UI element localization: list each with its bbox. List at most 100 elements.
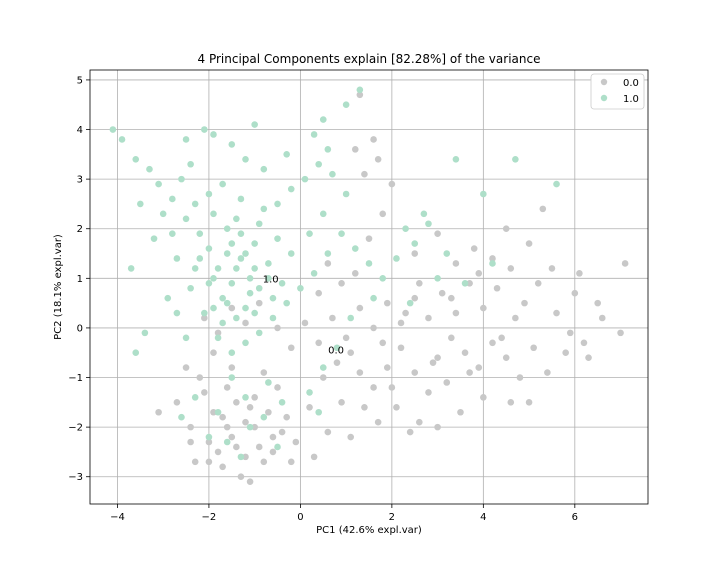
data-point-series-0 [516, 374, 524, 381]
data-point-series-0 [411, 250, 419, 257]
data-point-series-1 [251, 265, 258, 272]
data-point-series-1 [402, 225, 409, 233]
data-point-series-1 [237, 255, 245, 262]
data-point-series-1 [214, 334, 222, 342]
data-point-series-0 [525, 240, 533, 247]
y-tick-label: 0 [77, 323, 83, 334]
data-point-series-0 [480, 304, 487, 312]
data-point-series-1 [205, 433, 213, 441]
data-point-series-0 [448, 334, 455, 342]
data-point-series-1 [315, 160, 322, 168]
data-point-series-0 [530, 344, 537, 352]
legend-marker-1 [600, 94, 608, 102]
data-point-series-1 [255, 220, 263, 228]
data-point-series-0 [580, 339, 588, 347]
data-point-series-1 [173, 309, 181, 317]
data-point-series-1 [127, 265, 135, 272]
data-point-series-0 [287, 344, 295, 352]
data-point-series-0 [324, 428, 332, 436]
data-point-series-0 [411, 294, 419, 302]
data-point-series-1 [351, 245, 359, 252]
data-point-series-1 [434, 275, 441, 282]
legend-label-0: 0.0 [623, 78, 639, 89]
data-point-series-0 [452, 260, 460, 267]
data-point-series-1 [242, 304, 249, 312]
data-point-series-1 [246, 289, 254, 297]
data-point-series-1 [347, 314, 355, 322]
data-point-series-1 [319, 116, 327, 123]
data-point-series-0 [274, 384, 281, 391]
data-point-series-1 [191, 265, 199, 272]
data-point-series-1 [480, 190, 487, 198]
data-point-series-1 [228, 240, 236, 247]
data-point-series-0 [383, 364, 391, 371]
data-point-series-0 [287, 458, 295, 466]
data-point-series-1 [251, 240, 258, 247]
data-point-series-1 [219, 319, 226, 327]
data-point-series-1 [210, 304, 217, 312]
data-point-series-1 [306, 230, 313, 237]
data-point-series-1 [255, 284, 263, 292]
y-tick-label: 3 [77, 175, 83, 186]
data-point-series-1 [274, 443, 281, 451]
data-point-series-1 [132, 349, 140, 357]
data-point-series-0 [269, 433, 277, 441]
data-point-series-1 [187, 284, 194, 292]
data-point-series-0 [502, 354, 510, 361]
data-point-series-0 [507, 399, 515, 406]
data-point-series-0 [306, 403, 313, 411]
data-point-series-1 [173, 255, 181, 262]
data-point-series-1 [297, 284, 304, 292]
data-point-series-0 [233, 443, 240, 451]
data-point-series-1 [310, 131, 318, 138]
data-point-series-0 [562, 349, 569, 357]
data-point-series-1 [178, 413, 185, 421]
data-point-series-1 [237, 195, 245, 203]
data-point-series-0 [333, 359, 341, 366]
data-point-series-1 [201, 309, 208, 317]
data-point-series-1 [146, 165, 153, 173]
data-point-series-1 [223, 225, 231, 233]
legend-marker-0 [600, 78, 608, 86]
data-point-series-0 [274, 324, 281, 332]
data-point-series-0 [173, 399, 181, 406]
data-point-series-0 [315, 289, 322, 297]
data-point-series-0 [205, 458, 213, 466]
data-point-series-1 [228, 349, 236, 357]
data-point-series-1 [228, 374, 236, 381]
data-point-series-1 [265, 379, 272, 386]
data-point-series-0 [379, 210, 387, 218]
data-point-series-0 [457, 408, 464, 416]
data-point-series-0 [283, 413, 290, 421]
data-point-series-1 [251, 121, 258, 128]
x-tick-label: 4 [480, 512, 486, 523]
data-point-series-1 [406, 299, 414, 307]
data-point-series-1 [315, 408, 322, 416]
data-point-series-0 [416, 279, 423, 287]
data-point-series-1 [132, 155, 140, 163]
data-point-series-0 [374, 155, 382, 163]
data-point-series-1 [196, 230, 204, 237]
data-point-series-1 [242, 250, 249, 257]
data-point-series-1 [333, 344, 341, 352]
data-point-series-0 [228, 433, 236, 441]
data-point-series-1 [223, 250, 231, 257]
data-point-series-1 [278, 399, 286, 406]
data-point-series-0 [324, 260, 332, 267]
data-point-series-1 [219, 180, 226, 188]
data-point-series-0 [498, 334, 505, 342]
data-point-series-1 [269, 314, 277, 322]
data-point-series-0 [383, 299, 391, 307]
data-point-series-1 [178, 175, 185, 183]
data-point-series-0 [356, 91, 364, 99]
data-point-series-1 [301, 175, 309, 183]
data-point-series-1 [223, 299, 231, 307]
data-point-series-1 [210, 275, 217, 282]
data-point-series-1 [512, 155, 519, 163]
data-point-series-1 [379, 275, 387, 282]
data-point-series-0 [617, 329, 624, 337]
data-point-series-1 [246, 423, 254, 431]
data-point-series-0 [265, 408, 272, 416]
data-point-series-0 [388, 180, 396, 188]
